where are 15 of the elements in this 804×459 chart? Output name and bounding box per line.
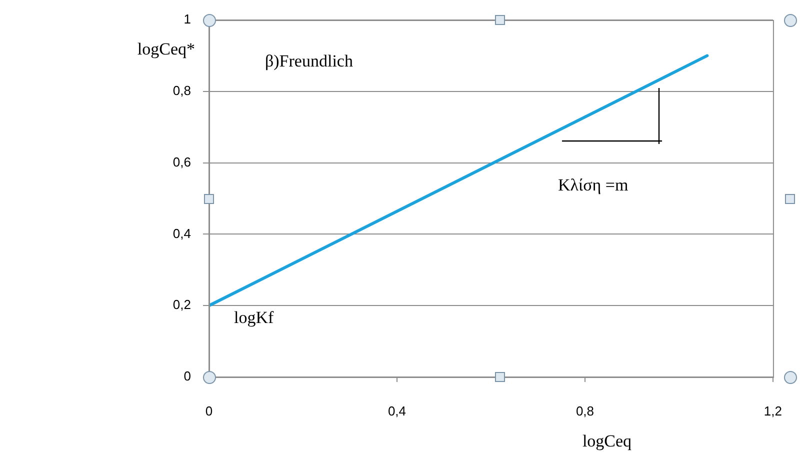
y-tick-label: 0,4 [172,226,191,241]
x-tick-label: 1,2 [764,403,782,418]
x-tick-label: 0 [205,403,213,418]
x-tick-label: 0,4 [388,403,406,418]
y-tick-label: 0 [184,368,191,384]
annotation: Κλίση =m [558,175,628,194]
y-tick-label: 0,6 [172,154,191,170]
x-tick-label: 0,8 [576,403,594,418]
annotation: β)Freundlich [265,51,354,70]
annotation: logKf [234,308,274,328]
y-tick-label: 0,8 [172,82,191,98]
x-axis-title: logCeq [582,431,632,450]
y-tick-label: 0,2 [172,297,191,312]
y-axis-title: logCeq* [137,39,195,58]
y-tick-label: 1 [184,12,191,27]
